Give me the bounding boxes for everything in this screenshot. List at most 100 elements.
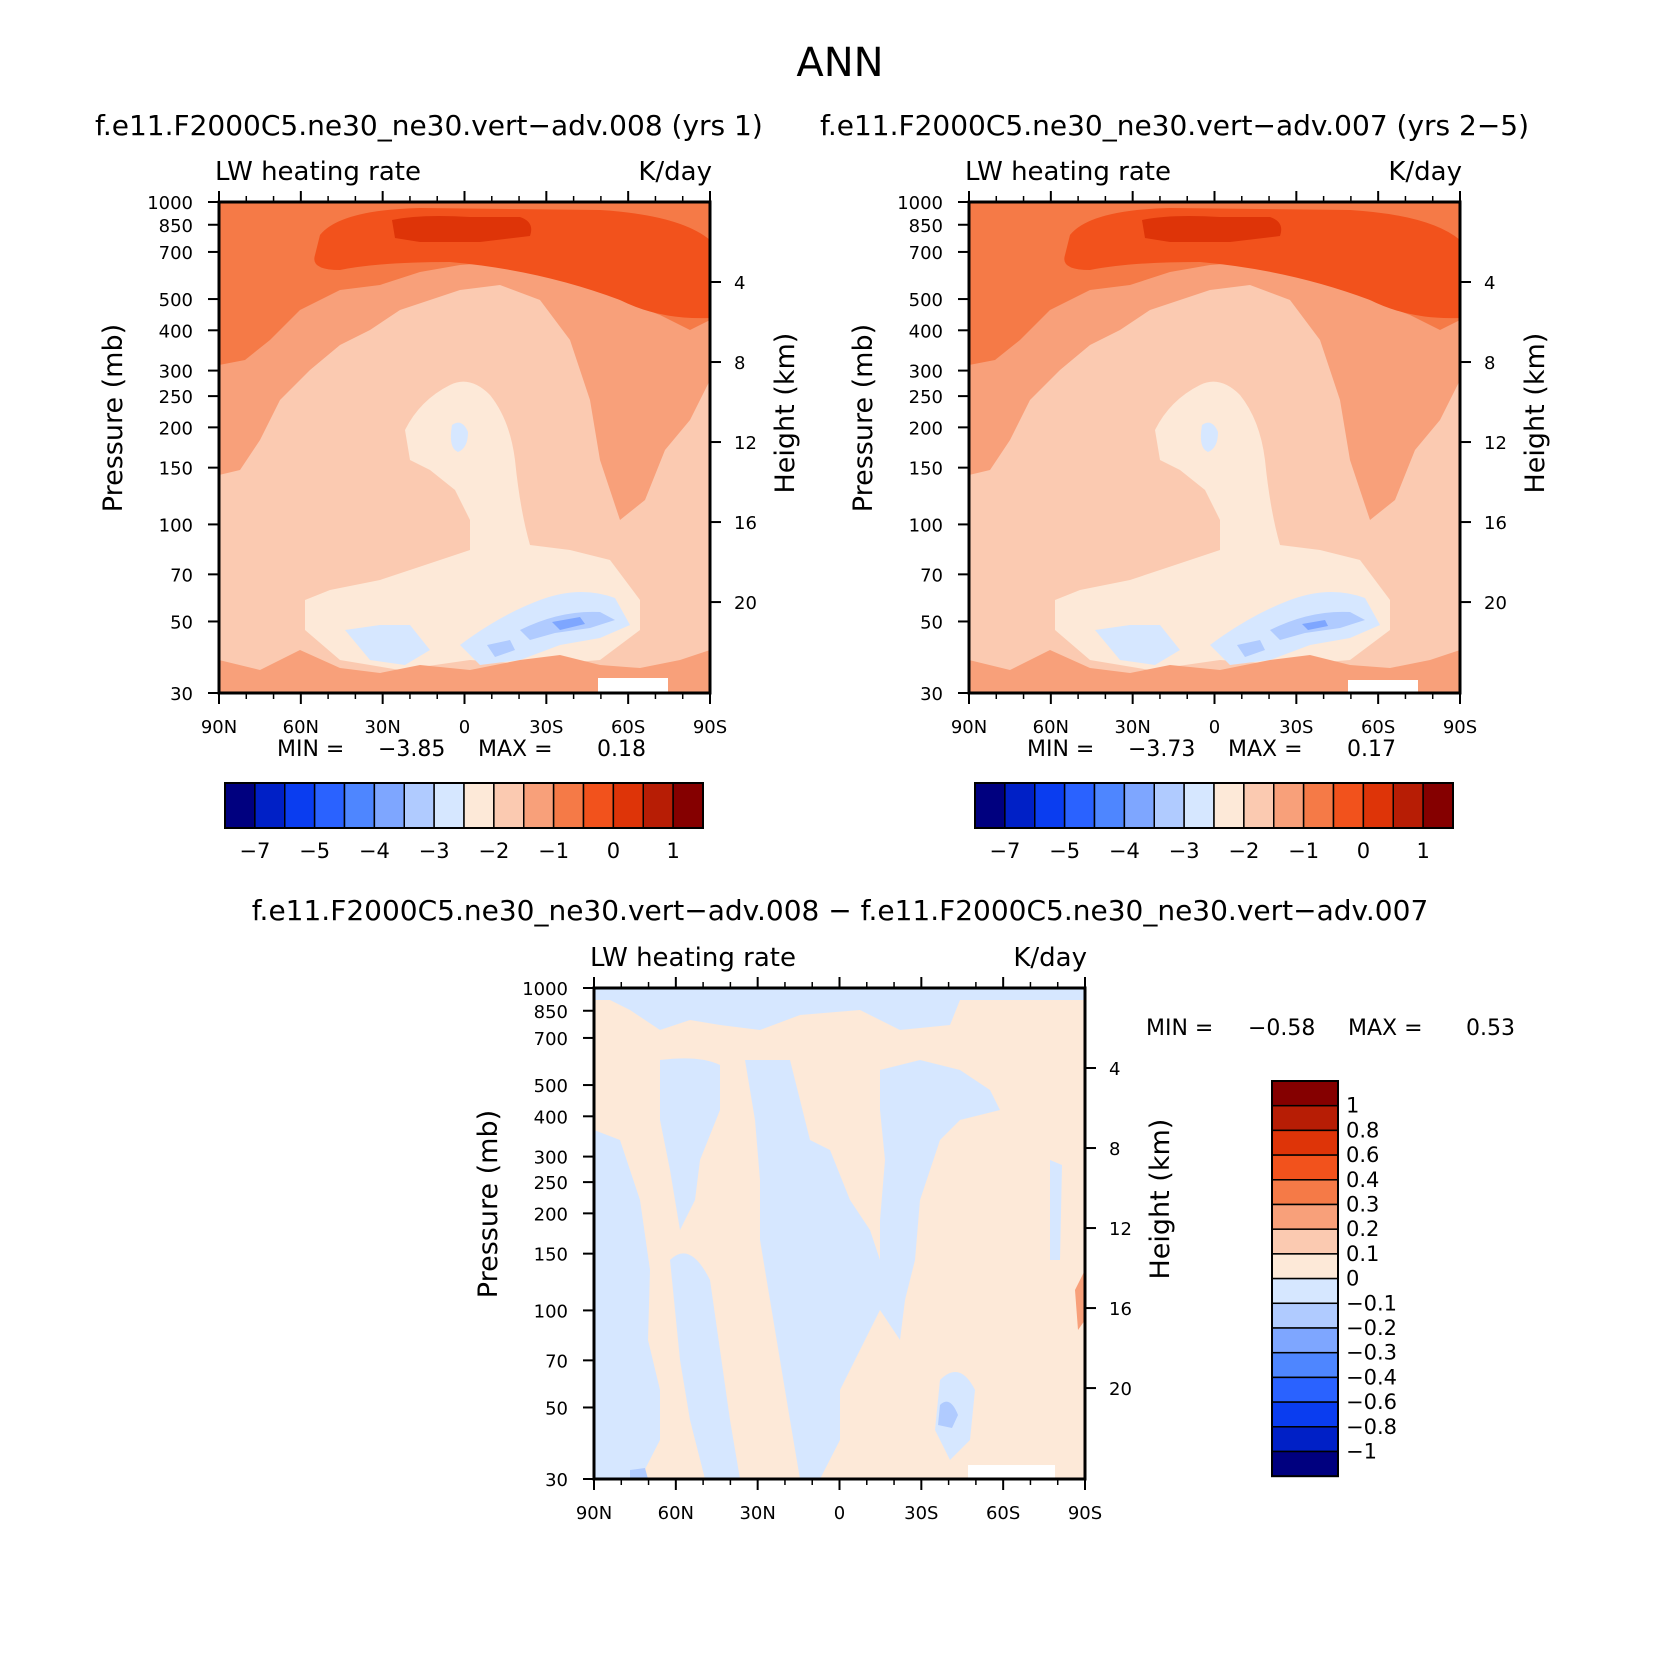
panel-diff-contour-level-negative-pole [1050,1160,1062,1260]
colorbar-box [313,782,346,829]
colorbar-tick-label: −3 [419,839,450,863]
colorbar-tick-label: 0.6 [1346,1143,1379,1167]
panel-diff-contour-level-negative-blob [938,1401,958,1428]
y-right-tick-label: 12 [1109,1219,1132,1240]
panel-diff-contour-level-negative-top [594,988,1085,1030]
panel-007: f.e11.F2000C5.ne30_ne30.vert−adv.007 (yr… [820,109,1551,863]
colorbar-box [1271,1401,1339,1428]
colorbar-box [1271,1450,1339,1477]
x-tick-label: 0 [459,717,470,738]
colorbar-tick-label: −0.8 [1346,1415,1397,1439]
y-tick-label: 250 [159,387,193,408]
y-tick-label: 50 [170,612,193,633]
colorbar-box [1271,1253,1339,1280]
colorbar-box [1183,782,1215,829]
panel-007-contours [969,202,1460,693]
colorbar-box [1243,782,1275,829]
panel-007-axes: 90N 60N 30N 0 30S 60S 90S 30 50 70 100 150 200 250 300… [848,191,1551,738]
y-right-axis-label: Height (km) [770,333,801,494]
panel-008-contour-level-strong-surface [219,650,710,693]
colorbar-box [1213,782,1245,829]
colorbar-box [1271,1080,1339,1107]
colorbar-tick-label: −0.1 [1346,1291,1397,1315]
colorbar-tick-label: −0.6 [1346,1390,1397,1414]
y-right-tick-label: 8 [1109,1139,1120,1160]
y-tick-label: 700 [159,243,193,264]
panel-007-contour-level-weakest [1302,620,1328,630]
x-tick-label: 60S [611,717,645,738]
x-tick-label: 90N [951,717,987,738]
panel-008-title: f.e11.F2000C5.ne30_ne30.vert−adv.008 (yr… [95,109,763,142]
colorbar-box [1362,782,1394,829]
panel-007-max-label: MAX = [1228,737,1303,762]
panel-007-colorbar: −7 −5 −4 −3 −2 −1 0 1 [974,782,1454,863]
colorbar-box [284,782,316,829]
x-tick-label: 60N [1033,717,1069,738]
colorbar-box [523,782,555,829]
panel-008: f.e11.F2000C5.ne30_ne30.vert−adv.008 (yr… [95,109,801,863]
y-tick-label: 30 [920,684,943,705]
colorbar-tick-label: −5 [1049,839,1080,863]
colorbar-tick-label: −0.4 [1346,1365,1397,1389]
y-tick-label: 200 [159,418,193,439]
colorbar-tick-label: −0.2 [1346,1316,1397,1340]
panel-007-missing-values [1348,680,1418,693]
panel-007-variable-label: LW heating rate [965,157,1171,187]
x-tick-label: 30N [1114,717,1150,738]
panel-007-contour-level-strong-surface [969,650,1460,693]
y-right-axis-label: Height (km) [1145,1119,1176,1280]
colorbar-tick-label: 1 [1416,839,1429,863]
y-right-tick-label: 20 [734,593,757,614]
y-tick-label: 50 [920,612,943,633]
colorbar-box [1271,1228,1339,1255]
y-right-axis-label: Height (km) [1520,333,1551,494]
y-tick-label: 500 [909,290,943,311]
figure-title: ANN [796,40,883,86]
panel-007-min-value: −3.73 [1128,737,1195,762]
colorbar-tick-label: 1 [1346,1094,1359,1118]
x-tick-label: 30S [1279,717,1313,738]
colorbar-box [373,782,405,829]
colorbar-box [1093,782,1126,829]
colorbar-tick-label: 0.8 [1346,1118,1379,1142]
colorbar-frame [1271,1080,1339,1478]
y-tick-label: 500 [159,290,193,311]
colorbar-box [1271,1154,1339,1181]
y-right-tick-label: 20 [1484,593,1507,614]
colorbar-tick-label: −5 [299,839,330,863]
panel-008-contour-level-weakest [552,617,585,630]
y-tick-label: 500 [534,1076,568,1097]
panel-008-max-value: 0.18 [597,737,646,762]
x-tick-label: 30S [904,1503,938,1524]
colorbar-box [642,782,674,829]
panel-diff-max-label: MAX = [1348,1016,1423,1041]
y-right-tick-label: 12 [734,433,757,454]
colorbar-box [1271,1179,1339,1206]
x-tick-label: 90S [1068,1503,1102,1524]
colorbar-tick-label: 0 [1357,839,1370,863]
x-tick-label: 90N [576,1503,612,1524]
y-tick-label: 850 [534,1002,568,1023]
colorbar-box [1271,1277,1339,1305]
colorbar-box [1063,782,1096,829]
colorbar-tick-label: 0.4 [1346,1168,1379,1192]
panel-diff-contour-level-negative-tropics-east [880,1060,1000,1340]
y-axis-label: Pressure (mb) [848,324,879,512]
y-tick-label: 200 [909,418,943,439]
x-tick-label: 90S [1443,717,1477,738]
y-tick-label: 300 [909,362,943,383]
panel-007-contour-level-max [1142,216,1282,242]
y-tick-label: 70 [545,1351,568,1372]
panel-008-min-label: MIN = [277,737,344,762]
colorbar-frame [224,782,704,829]
colorbar-tick-label: −2 [1228,839,1259,863]
panel-diff-max-value: 0.53 [1466,1016,1515,1041]
y-tick-label: 250 [534,1173,568,1194]
x-tick-label: 60S [986,1503,1020,1524]
y-tick-label: 1000 [897,193,943,214]
colorbar-box [1271,1327,1339,1354]
colorbar-box [1153,782,1185,829]
colorbar-box [552,782,585,829]
y-tick-label: 50 [545,1398,568,1419]
colorbar-box [1123,782,1155,829]
